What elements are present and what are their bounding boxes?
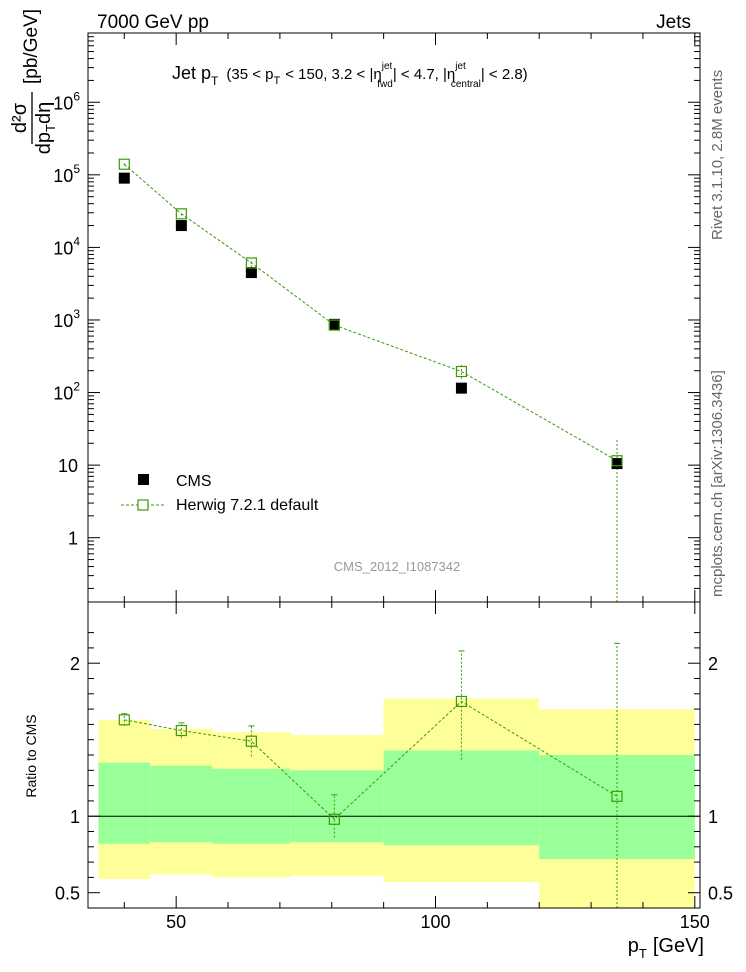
y-tick-label: 104 <box>53 234 80 258</box>
ratio-y-tick-label: 2 <box>70 654 80 674</box>
y-tick-label: 106 <box>53 89 80 113</box>
ratio-band-inner <box>150 765 213 843</box>
mc-data-point <box>455 365 468 378</box>
ratio-y-tick-label-right: 1 <box>708 807 718 827</box>
mcplots-label: mcplots.cern.ch [arXiv:1306.3436] <box>709 370 726 597</box>
header-right: Jets <box>656 12 691 33</box>
svg-text:dpTdη: dpTdη <box>33 102 58 154</box>
ratio-data-point <box>611 790 623 802</box>
cms-data-point <box>245 267 257 279</box>
ratio-data-point <box>118 714 130 726</box>
y-tick-label: 103 <box>53 307 80 331</box>
rivet-label: Rivet 3.1.10, 2.8M events <box>709 70 726 240</box>
ratio-plot <box>118 642 623 908</box>
cms-data-point <box>455 382 467 394</box>
ratio-band-inner <box>290 770 384 843</box>
mc-data-point <box>118 158 130 170</box>
cms-data-point <box>175 220 187 232</box>
legend-cms-label: CMS <box>176 473 212 490</box>
ratio-band-inner <box>212 768 291 844</box>
x-axis-label: pT [GeV] <box>628 935 704 961</box>
y-tick-label: 102 <box>53 380 80 404</box>
x-tick-label: 100 <box>420 912 450 932</box>
main-plot <box>118 158 623 602</box>
ratio-y-tick-label: 0.5 <box>55 884 80 904</box>
y-tick-label: 1 <box>68 529 78 549</box>
y-tick-label: 10 <box>58 456 78 476</box>
chart-title: Jet pT (35 < pT < 150, 3.2 < |ηjet fwd| < 4… <box>172 61 528 90</box>
main-frame <box>87 32 701 603</box>
mc-series-line <box>123 163 618 462</box>
ratio-data-point <box>328 813 340 825</box>
cms-data-point <box>118 172 130 184</box>
svg-text:d²σ: d²σ <box>9 102 31 133</box>
mc-data-point <box>611 455 623 467</box>
ratio-y-tick-label-right: 2 <box>708 654 718 674</box>
ratio-bands <box>88 698 700 908</box>
ratio-band-inner <box>98 762 151 844</box>
legend-herwig-label: Herwig 7.2.1 default <box>176 497 319 514</box>
cms-data-point <box>611 458 623 470</box>
x-tick-label: 50 <box>166 912 186 932</box>
ratio-data-point <box>175 724 187 737</box>
header-left: 7000 GeV pp <box>97 12 209 33</box>
ratio-band-inner <box>383 750 540 846</box>
cms-data-point <box>328 318 340 330</box>
ratio-data-point <box>455 695 468 708</box>
y-axis-label: d²σ dpTdη [pb/GeV] <box>9 9 58 154</box>
y-tick-label: 105 <box>53 162 80 186</box>
mc-data-point <box>175 208 187 220</box>
ratio-y-tick-label-right: 0.5 <box>708 884 733 904</box>
legend-herwig-marker <box>137 499 149 511</box>
svg-text:[pb/GeV]: [pb/GeV] <box>21 9 42 84</box>
legend-cms-marker <box>138 474 149 485</box>
mc-data-point <box>328 319 340 331</box>
x-tick-label: 150 <box>680 912 710 932</box>
legend: CMS Herwig 7.2.1 default <box>121 473 319 514</box>
mc-data-point <box>245 257 257 269</box>
analysis-watermark: CMS_2012_I1087342 <box>334 559 461 574</box>
ratio-series-line <box>124 700 618 820</box>
ratio-y-tick-label: 1 <box>70 807 80 827</box>
ratio-axis-label: Ratio to CMS <box>23 714 39 797</box>
ratio-data-point <box>245 735 257 747</box>
axes: 50 100 150 1 10 102 103 104 105 106 0.5 0.5 1 1 2 2 <box>53 32 733 932</box>
